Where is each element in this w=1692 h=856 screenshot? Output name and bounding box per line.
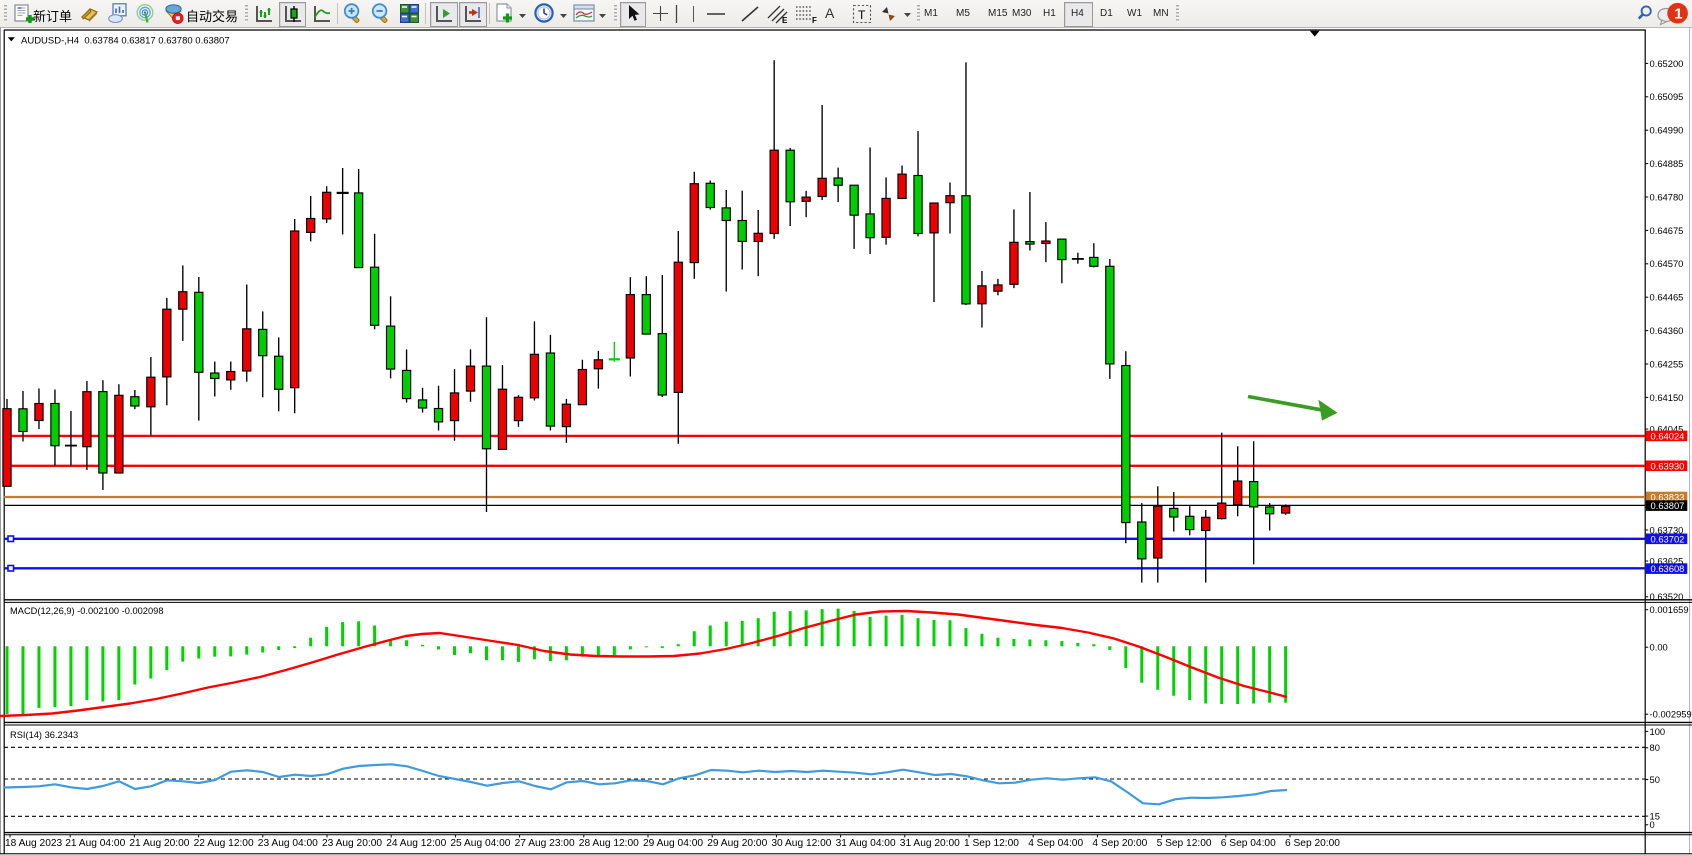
svg-text:0.64150: 0.64150 [1650,392,1684,403]
svg-text:21 Aug 04:00: 21 Aug 04:00 [65,838,125,849]
svg-text:31 Aug 04:00: 31 Aug 04:00 [836,838,896,849]
svg-text:AUDUSD-,H4 0.63784 0.63817 0.: AUDUSD-,H4 0.63784 0.63817 0.63780 0.638… [21,36,230,47]
svg-text:21 Aug 20:00: 21 Aug 20:00 [129,838,189,849]
svg-text:0.64885: 0.64885 [1650,158,1684,169]
svg-text:0.63930: 0.63930 [1651,460,1685,471]
svg-text:RSI(14) 36.2343: RSI(14) 36.2343 [10,730,78,740]
svg-text:100: 100 [1650,726,1666,737]
svg-text:50: 50 [1650,774,1660,785]
svg-text:80: 80 [1650,742,1660,753]
svg-text:15: 15 [1650,811,1660,822]
svg-text:29 Aug 04:00: 29 Aug 04:00 [643,838,703,849]
svg-text:0.64045: 0.64045 [1650,423,1684,434]
svg-text:0.64570: 0.64570 [1650,258,1684,269]
svg-text:6 Sep 04:00: 6 Sep 04:00 [1221,838,1276,849]
svg-text:0.63807: 0.63807 [1651,500,1685,511]
svg-text:0.64255: 0.64255 [1650,358,1684,369]
svg-text:29 Aug 20:00: 29 Aug 20:00 [707,838,767,849]
svg-text:27 Aug 23:00: 27 Aug 23:00 [515,838,575,849]
svg-text:MACD(12,26,9) -0.002100 -0.002: MACD(12,26,9) -0.002100 -0.002098 [10,606,164,616]
svg-text:0.64780: 0.64780 [1650,191,1684,202]
svg-text:0.65200: 0.65200 [1650,58,1684,69]
svg-text:0.64024: 0.64024 [1651,431,1685,442]
svg-text:24 Aug 12:00: 24 Aug 12:00 [386,838,446,849]
svg-text:0.63833: 0.63833 [1651,492,1685,503]
svg-text:-0.002959: -0.002959 [1650,709,1692,720]
svg-text:0: 0 [1650,819,1655,830]
svg-text:6 Sep 20:00: 6 Sep 20:00 [1285,838,1340,849]
svg-text:23 Aug 04:00: 23 Aug 04:00 [258,838,318,849]
svg-text:T: T [858,8,866,22]
svg-text:0.001659: 0.001659 [1650,604,1689,615]
svg-text:4 Sep 04:00: 4 Sep 04:00 [1028,838,1083,849]
svg-text:5 Sep 12:00: 5 Sep 12:00 [1157,838,1212,849]
svg-text:0.63702: 0.63702 [1651,533,1685,544]
svg-text:28 Aug 12:00: 28 Aug 12:00 [579,838,639,849]
svg-text:F: F [812,16,817,24]
svg-text:0.63625: 0.63625 [1650,555,1684,566]
svg-text:4 Sep 20:00: 4 Sep 20:00 [1092,838,1147,849]
svg-text:E: E [782,16,788,24]
svg-text:0.63730: 0.63730 [1650,524,1684,535]
svg-text:18 Aug 2023: 18 Aug 2023 [5,838,63,849]
svg-text:0.63608: 0.63608 [1651,563,1685,574]
svg-text:0.64465: 0.64465 [1650,292,1684,303]
svg-text:22 Aug 12:00: 22 Aug 12:00 [194,838,254,849]
svg-text:0.63520: 0.63520 [1650,591,1684,602]
svg-text:0.65095: 0.65095 [1650,91,1684,102]
svg-text:23 Aug 20:00: 23 Aug 20:00 [322,838,382,849]
svg-text:1: 1 [1674,6,1682,23]
svg-text:25 Aug 04:00: 25 Aug 04:00 [450,838,510,849]
svg-text:31 Aug 20:00: 31 Aug 20:00 [900,838,960,849]
svg-text:0.64360: 0.64360 [1650,325,1684,336]
svg-text:0.00: 0.00 [1650,642,1668,653]
svg-text:30 Aug 12:00: 30 Aug 12:00 [771,838,831,849]
svg-text:0.64990: 0.64990 [1650,125,1684,136]
svg-text:0.64675: 0.64675 [1650,225,1684,236]
svg-text:1 Sep 12:00: 1 Sep 12:00 [964,838,1019,849]
